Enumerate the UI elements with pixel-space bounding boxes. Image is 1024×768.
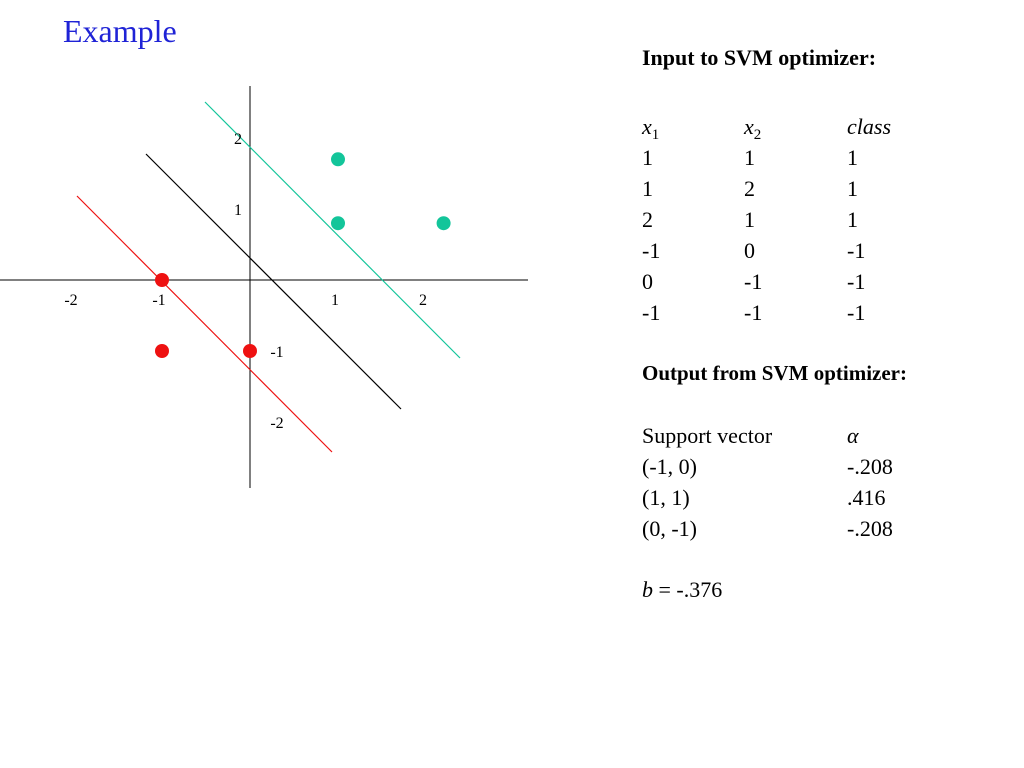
header-alpha: α bbox=[847, 423, 859, 448]
positive-point bbox=[331, 152, 345, 167]
table-row: -1 -1 -1 bbox=[642, 300, 866, 325]
negative-margin-line bbox=[76, 195, 333, 453]
positive-margin-line bbox=[204, 101, 461, 359]
x-tick-label: 1 bbox=[331, 292, 339, 309]
negative-point bbox=[243, 344, 257, 358]
y-tick-label: 1 bbox=[234, 202, 242, 219]
output-table: Support vector α (-1, 0) -.208 (1, 1) .416… bbox=[642, 420, 967, 544]
y-tick-label: 2 bbox=[234, 131, 242, 148]
header-class: class bbox=[847, 114, 891, 139]
positive-point bbox=[436, 216, 451, 231]
table-row: (0, -1) -.208 bbox=[642, 516, 893, 541]
bias-value: b = -.376 bbox=[642, 577, 723, 602]
svm-diagram: -2 -1 1 2 2 1 -1 -2 bbox=[0, 86, 528, 488]
header-support-vector: Support vector bbox=[642, 423, 773, 448]
negative-point bbox=[155, 344, 169, 358]
table-row: -1 0 -1 bbox=[642, 238, 866, 263]
negative-point bbox=[155, 273, 169, 287]
table-row: 0 -1 -1 bbox=[642, 269, 866, 294]
x-tick-label: -1 bbox=[152, 292, 165, 309]
y-tick-label: -1 bbox=[270, 344, 283, 361]
output-header-row: Support vector α bbox=[642, 420, 967, 451]
positive-point bbox=[331, 216, 345, 231]
input-header-row: x1 x2 class bbox=[642, 111, 967, 143]
x-tick-label: 2 bbox=[419, 292, 427, 309]
y-tick-label: -2 bbox=[270, 415, 283, 432]
output-heading: Output from SVM optimizer: bbox=[642, 361, 907, 385]
x-tick-label: -2 bbox=[64, 292, 77, 309]
slide-title: Example bbox=[63, 13, 177, 49]
table-row: (1, 1) .416 bbox=[642, 485, 886, 510]
table-row: (-1, 0) -.208 bbox=[642, 454, 893, 479]
header-x1: x1 bbox=[642, 114, 660, 143]
decision-boundary-line bbox=[145, 153, 402, 410]
input-heading: Input to SVM optimizer: bbox=[642, 45, 877, 70]
header-x2: x2 bbox=[744, 114, 762, 143]
